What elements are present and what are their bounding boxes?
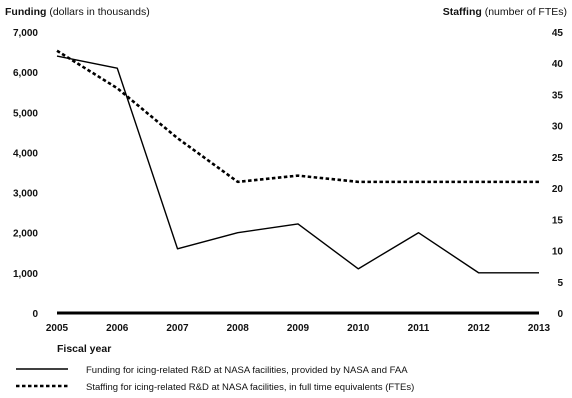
right-tick-label: 0 [557, 309, 563, 320]
right-tick-label: 10 [552, 247, 564, 258]
right-tick-label: 30 [552, 122, 564, 133]
left-tick-label: 4,000 [13, 148, 38, 159]
left-axis-ticks: 0 1,000 2,000 3,000 4,000 5,000 6,000 7,000 [13, 28, 38, 320]
right-tick-label: 25 [552, 153, 564, 164]
x-tick-label: 2005 [46, 323, 69, 334]
right-tick-label: 15 [552, 215, 564, 226]
x-tick-label: 2008 [227, 323, 250, 334]
x-axis-title: Fiscal year [57, 343, 111, 355]
right-tick-label: 20 [552, 184, 564, 195]
left-tick-label: 3,000 [13, 189, 38, 200]
left-axis-title-bold: Funding [5, 6, 46, 18]
x-tick-label: 2012 [468, 323, 491, 334]
x-tick-label: 2007 [166, 323, 189, 334]
funding-series-line [56, 55, 539, 274]
right-axis-ticks: 0 5 10 15 20 25 30 35 40 45 [552, 28, 564, 320]
x-tick-label: 2011 [408, 323, 430, 334]
right-axis-title: Staffing (number of FTEs) [443, 6, 567, 18]
right-axis-title-bold: Staffing [443, 6, 482, 18]
left-axis-title-rest: (dollars in thousands) [49, 6, 149, 18]
left-tick-label: 7,000 [13, 28, 38, 39]
legend-label-staffing: Staffing for icing-related R&D at NASA f… [86, 382, 414, 393]
x-tick-label: 2010 [347, 323, 370, 334]
left-tick-label: 2,000 [13, 229, 38, 240]
x-axis-ticks: 2005 2006 2007 2008 2009 2010 2011 2012 2013 [46, 323, 551, 334]
x-tick-label: 2006 [106, 323, 129, 334]
right-tick-label: 40 [552, 59, 564, 70]
x-tick-label: 2009 [287, 323, 310, 334]
staffing-series-line [56, 49, 539, 184]
left-tick-label: 0 [32, 309, 38, 320]
x-tick-label: 2013 [528, 323, 551, 334]
right-tick-label: 45 [552, 28, 564, 39]
legend: Funding for icing-related R&D at NASA fa… [16, 365, 414, 393]
right-axis-title-rest: (number of FTEs) [485, 6, 567, 18]
left-tick-label: 5,000 [13, 108, 38, 119]
left-tick-label: 1,000 [13, 269, 38, 280]
left-axis-title: Funding (dollars in thousands) [5, 6, 150, 18]
left-tick-label: 6,000 [13, 68, 38, 79]
right-tick-label: 35 [552, 90, 564, 101]
right-tick-label: 5 [557, 278, 563, 289]
legend-label-funding: Funding for icing-related R&D at NASA fa… [86, 365, 408, 376]
series-group [56, 49, 539, 274]
